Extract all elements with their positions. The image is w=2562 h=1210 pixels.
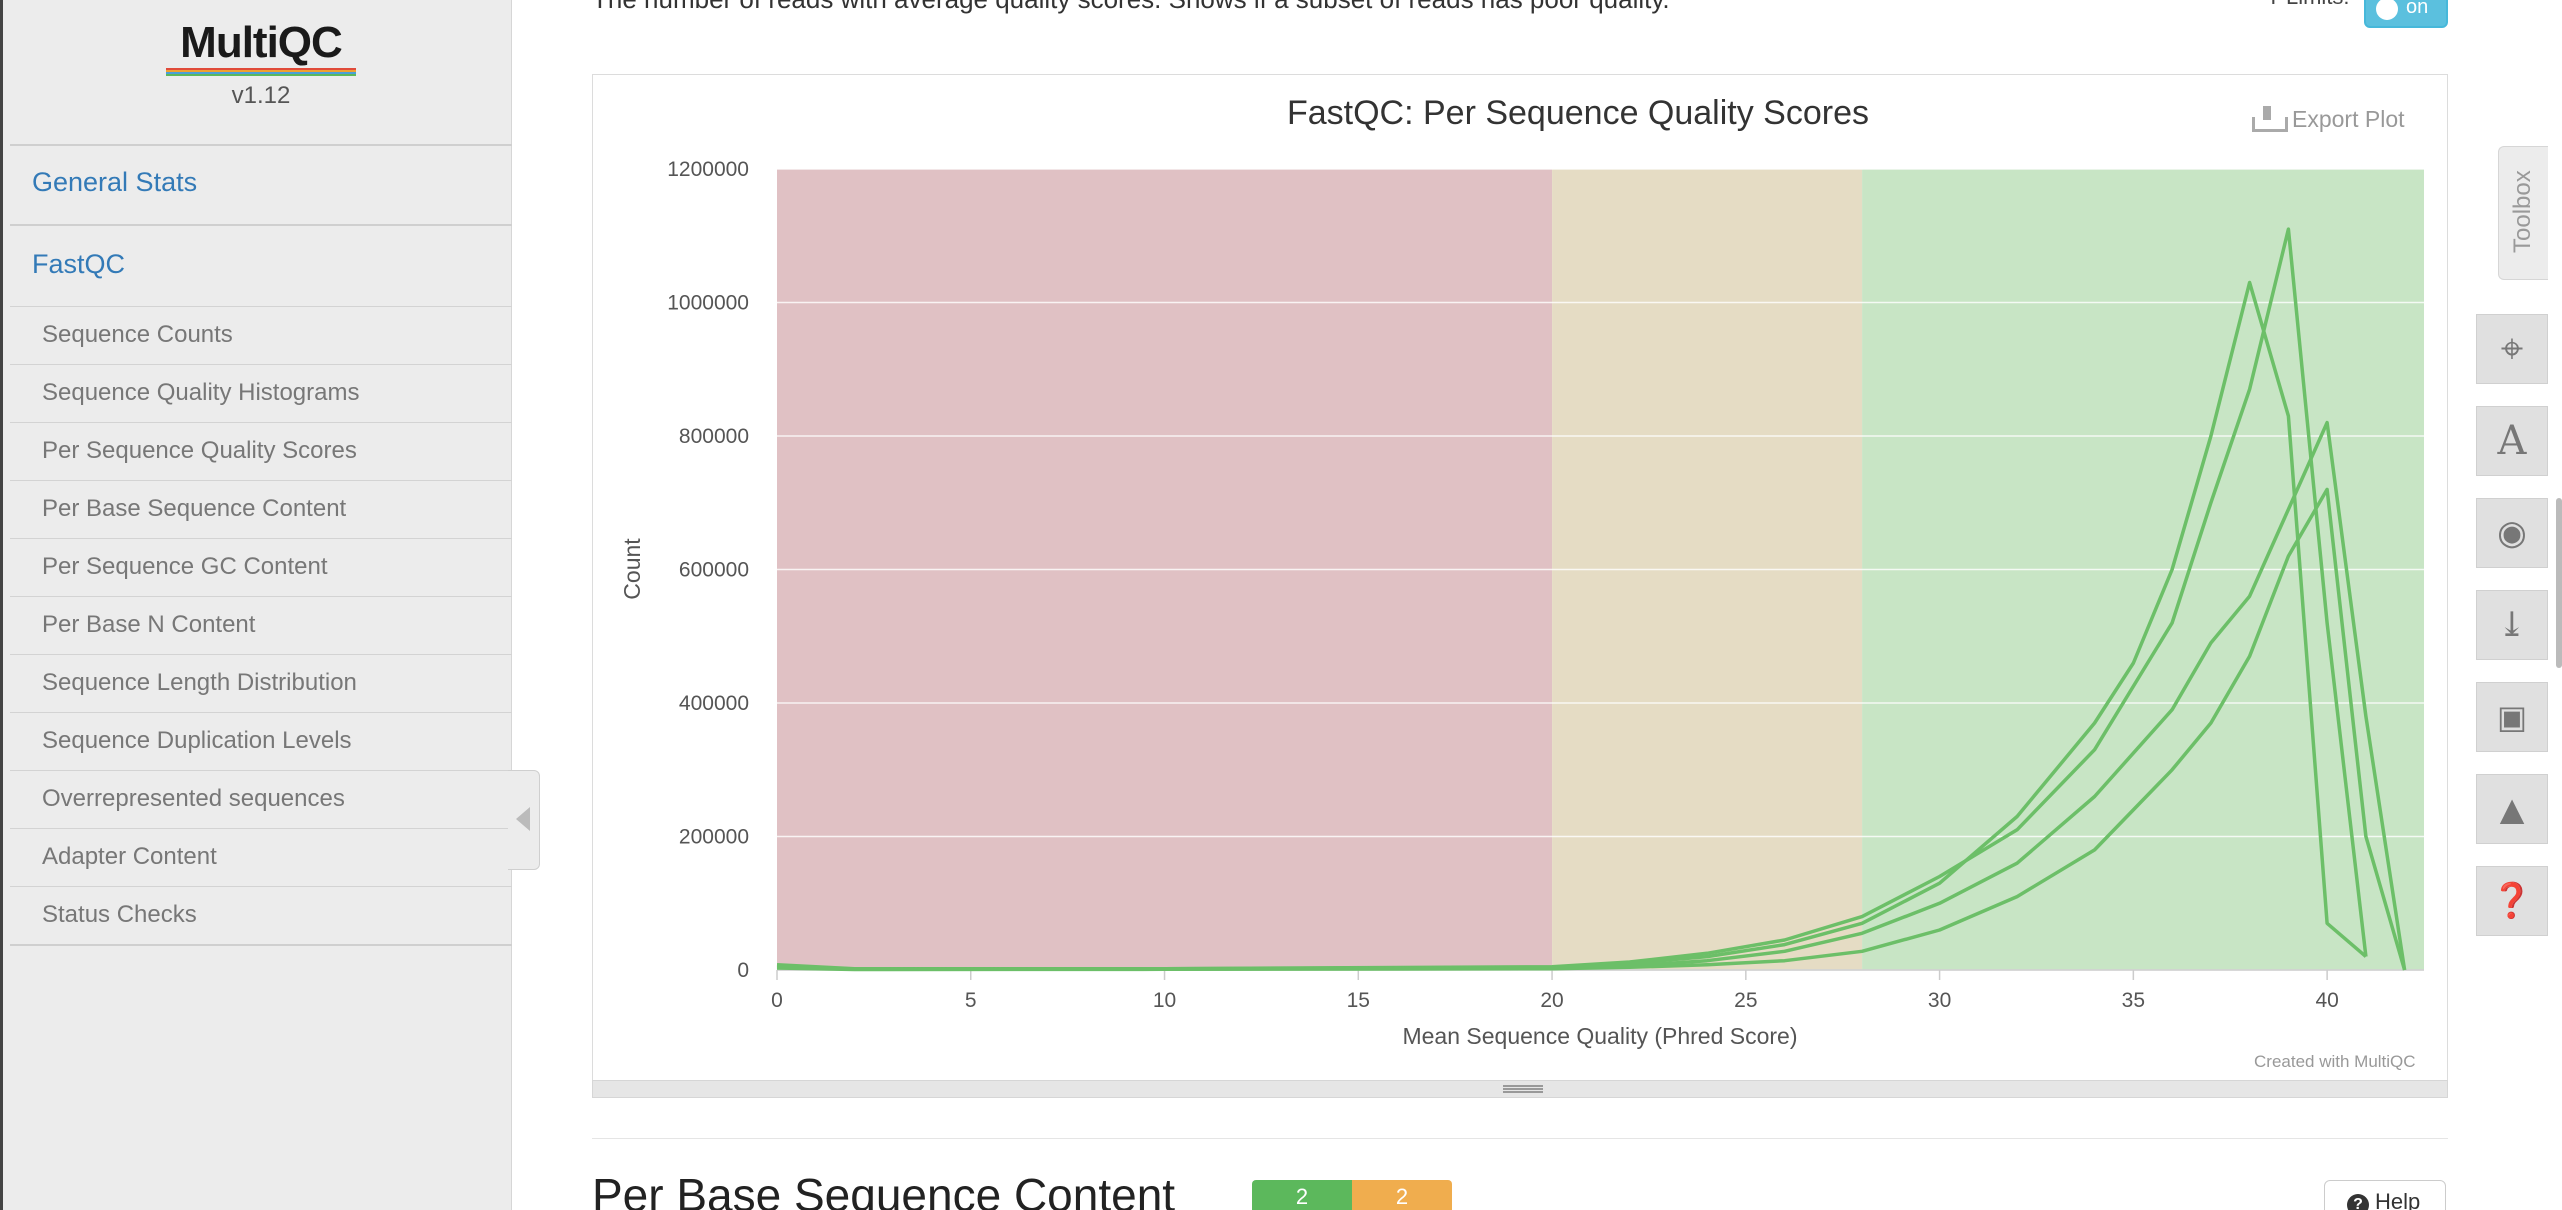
plot-credit: Created with MultiQC <box>2254 1052 2416 1071</box>
nav-general-stats[interactable]: General Stats <box>32 167 198 197</box>
toolbox-rename-button[interactable]: A <box>2476 406 2548 476</box>
sidebar-edge <box>0 0 10 1210</box>
ylimits-toggle[interactable]: on <box>2364 0 2448 28</box>
chart-title: FastQC: Per Sequence Quality Scores <box>1287 94 1869 132</box>
x-tick-label: 25 <box>1734 989 1757 1012</box>
y-tick-label: 1200000 <box>667 158 749 181</box>
pin-icon: ⌖ <box>2500 326 2524 372</box>
y-tick-label: 200000 <box>679 826 749 849</box>
nav-sequence-quality-histograms[interactable]: Sequence Quality Histograms <box>10 364 512 422</box>
nav-sequence-counts[interactable]: Sequence Counts <box>10 306 512 364</box>
x-axis-label: Mean Sequence Quality (Phred Score) <box>1402 1023 1797 1049</box>
nav-label: Sequence Counts <box>42 321 233 348</box>
logo-text: MultiQC <box>180 18 343 67</box>
toggle-knob <box>2376 0 2398 20</box>
ylimits-label: Y-Limits: <box>2266 0 2350 10</box>
nav-per-base-n-content[interactable]: Per Base N Content <box>10 596 512 654</box>
toolbox-help-button[interactable]: ❓ <box>2476 866 2548 936</box>
y-tick-label: 600000 <box>679 559 749 582</box>
quality-scores-chart[interactable]: 0 200000 400000 600000 800000 1000000 1200000 0… <box>592 74 2448 1080</box>
nav-per-base-sequence-content[interactable]: Per Base Sequence Content <box>10 480 512 538</box>
x-tick-label: 0 <box>771 989 783 1012</box>
version-label: v1.12 <box>231 82 291 109</box>
toolbox-export-button[interactable]: ⤓ <box>2476 590 2548 660</box>
y-axis-label: Count <box>619 538 645 600</box>
text-icon: A <box>2497 418 2527 464</box>
nav-label: Per Base N Content <box>42 611 256 638</box>
download-icon: ⤓ <box>2497 605 2527 645</box>
nav-adapter-content[interactable]: Adapter Content <box>10 828 512 886</box>
series-line-4 <box>776 487 2407 972</box>
nav-divider <box>10 144 512 146</box>
nav-label: Per Base Sequence Content <box>42 495 347 522</box>
toolbox-hide-button[interactable]: ◉ <box>2476 498 2548 568</box>
x-tick-label: 35 <box>2122 989 2145 1012</box>
nav-label: Sequence Length Distribution <box>42 669 357 696</box>
toolbox-about-button[interactable]: ▲ <box>2476 774 2548 844</box>
sidebar-collapse-button[interactable] <box>508 770 540 870</box>
section-title: Per Base Sequence Content <box>592 1169 1176 1210</box>
nav-label: Per Sequence GC Content <box>42 553 328 580</box>
chevron-left-icon <box>516 807 530 831</box>
nav-label: Adapter Content <box>42 843 217 870</box>
toolbox-save-button[interactable]: ▣ <box>2476 682 2548 752</box>
nav-per-sequence-quality-scores[interactable]: Per Sequence Quality Scores <box>10 422 512 480</box>
nav-sequence-duplication-levels[interactable]: Sequence Duplication Levels <box>10 712 512 770</box>
nav-label: Overrepresented sequences <box>42 785 345 812</box>
download-icon <box>2252 106 2288 132</box>
toolbox-tab[interactable]: Toolbox <box>2498 146 2548 280</box>
nav-status-checks[interactable]: Status Checks <box>10 886 512 944</box>
help-button[interactable]: ? Help <box>2324 1180 2446 1210</box>
help-icon: ? <box>2347 1194 2369 1210</box>
section-description: The number of reads with average quality… <box>592 0 1670 15</box>
x-tick-label: 30 <box>1928 989 1951 1012</box>
y-tick-label: 0 <box>737 959 749 982</box>
toggle-label: on <box>2406 0 2429 18</box>
nav-divider <box>10 944 512 946</box>
toolbox-label: Toolbox <box>2509 170 2536 253</box>
eye-hide-icon: ◉ <box>2497 513 2527 553</box>
logo[interactable]: MultiQC v1.12 <box>10 18 512 110</box>
logo-stripes <box>166 68 356 76</box>
nav-label: Per Sequence Quality Scores <box>42 437 357 464</box>
export-plot-button[interactable]: Export Plot <box>2252 106 2405 133</box>
x-tick-label: 5 <box>965 989 977 1012</box>
nav-label: Status Checks <box>42 901 197 928</box>
nav-per-sequence-gc-content[interactable]: Per Sequence GC Content <box>10 538 512 596</box>
nav-label: Sequence Quality Histograms <box>42 379 360 406</box>
sidebar: MultiQC v1.12 General Stats FastQC Seque… <box>0 0 512 1210</box>
x-tick-label: 20 <box>1540 989 1563 1012</box>
toolbox-highlight-button[interactable]: ⌖ <box>2476 314 2548 384</box>
y-tick-label: 800000 <box>679 425 749 448</box>
plot-resize-handle[interactable] <box>592 1080 2448 1098</box>
page-scrollbar[interactable] <box>2556 498 2562 668</box>
nav-divider <box>10 224 512 226</box>
nav-label: Sequence Duplication Levels <box>42 727 352 754</box>
x-tick-label: 10 <box>1153 989 1176 1012</box>
y-tick-label: 1000000 <box>667 292 749 315</box>
nav-overrepresented-sequences[interactable]: Overrepresented sequences <box>10 770 512 828</box>
help-circle-icon: ❓ <box>2490 881 2534 921</box>
section-divider <box>592 1138 2448 1139</box>
x-tick-label: 15 <box>1347 989 1370 1012</box>
help-label: Help <box>2375 1189 2421 1210</box>
x-tick-label: 40 <box>2315 989 2338 1012</box>
save-icon: ▣ <box>2496 698 2528 736</box>
nav-fastqc[interactable]: FastQC <box>32 249 126 279</box>
status-badge-pass[interactable]: 2 <box>1252 1180 1352 1210</box>
status-badge-warn[interactable]: 2 <box>1352 1180 1452 1210</box>
graduation-cap-icon: ▲ <box>2499 790 2525 828</box>
export-label: Export Plot <box>2292 106 2405 132</box>
grip-icon <box>1503 1085 1543 1093</box>
y-tick-label: 400000 <box>679 692 749 715</box>
nav-sequence-length-distribution[interactable]: Sequence Length Distribution <box>10 654 512 712</box>
